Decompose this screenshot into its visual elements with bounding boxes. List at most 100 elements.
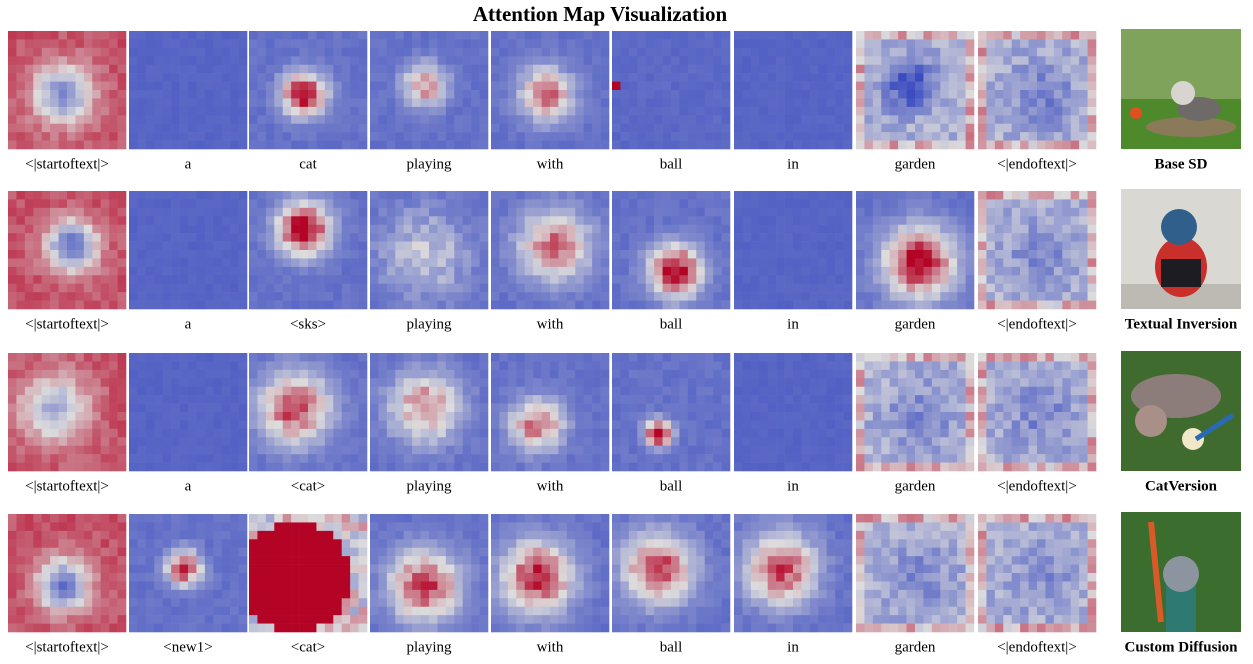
map-cell: [948, 64, 958, 74]
map-cell: [238, 283, 248, 293]
map-cell: [117, 31, 127, 40]
map-cell: [350, 250, 359, 259]
map-cell: [282, 275, 292, 285]
map-cell: [58, 428, 68, 438]
map-cell: [906, 73, 916, 82]
map-cell: [759, 258, 769, 268]
map-cell: [129, 454, 138, 463]
map-cell: [412, 395, 421, 404]
map-cell: [713, 224, 722, 234]
map-cell: [412, 224, 421, 234]
map-cell: [341, 378, 351, 388]
map-cell: [835, 403, 844, 413]
map-cell: [1003, 275, 1013, 285]
map-cell: [117, 395, 127, 404]
map-cell: [358, 106, 368, 116]
map-cell: [257, 250, 267, 259]
map-cell: [137, 462, 147, 472]
map-cell: [83, 207, 93, 217]
map-cell: [386, 191, 396, 200]
map-cell: [196, 378, 206, 388]
map-cell: [818, 47, 828, 57]
map-cell: [843, 106, 853, 116]
map-cell: [721, 437, 731, 447]
map-cell: [541, 56, 551, 66]
map-cell: [1062, 132, 1072, 141]
map-cell: [767, 258, 777, 268]
map-cell: [75, 258, 85, 268]
map-cell: [575, 275, 585, 285]
map-cell: [204, 250, 214, 259]
map-cell: [162, 123, 172, 133]
map-cell: [612, 395, 621, 404]
map-cell: [316, 73, 326, 82]
map-cell: [662, 445, 672, 455]
map-cell: [776, 39, 785, 49]
map-cell: [713, 283, 722, 293]
map-cell: [316, 64, 326, 74]
map-cell: [333, 39, 343, 49]
map-cell: [1070, 56, 1080, 66]
map-cell: [906, 81, 916, 91]
map-cell: [462, 123, 472, 133]
map-cell: [265, 369, 275, 379]
map-cell: [776, 395, 785, 404]
map-cell: [1003, 224, 1013, 234]
map-cell: [117, 207, 127, 217]
map-cell: [533, 437, 542, 447]
map-cell: [671, 199, 680, 209]
map-cell: [471, 115, 480, 125]
map-cell: [16, 353, 26, 362]
map-cell: [33, 90, 43, 99]
map-cell: [931, 199, 941, 209]
map-cell: [188, 437, 197, 447]
map-cell: [566, 361, 576, 371]
map-cell: [558, 275, 568, 285]
map-cell: [507, 378, 517, 388]
map-cell: [308, 437, 317, 447]
map-cell: [793, 454, 802, 463]
map-cell: [403, 445, 413, 455]
map-cell: [721, 412, 731, 421]
map-cell: [196, 445, 206, 455]
map-cell: [679, 216, 689, 226]
map-cell: [1053, 132, 1063, 141]
map-cell: [358, 420, 368, 430]
map-cell: [204, 233, 214, 242]
map-cell: [541, 47, 551, 57]
map-cell: [864, 90, 874, 99]
map-cell: [826, 250, 836, 259]
map-cell: [1070, 64, 1080, 74]
map-cell: [776, 140, 785, 150]
map-cell: [776, 90, 785, 99]
map-cell: [479, 403, 489, 413]
map-cell: [583, 81, 593, 91]
map-cell: [931, 90, 941, 99]
map-cell: [645, 47, 655, 57]
map-cell: [1062, 199, 1072, 209]
map-cell: [965, 216, 975, 226]
map-cell: [776, 258, 785, 268]
map-cell: [420, 132, 430, 141]
map-cell: [378, 353, 388, 362]
map-cell: [299, 386, 309, 396]
map-cell: [575, 403, 585, 413]
map-cell: [784, 250, 794, 259]
map-cell: [204, 266, 214, 276]
map-cell: [109, 56, 118, 66]
map-cell: [524, 207, 534, 217]
map-cell: [889, 39, 899, 49]
map-cell: [437, 106, 447, 116]
map-cell: [1079, 207, 1088, 217]
map-cell: [1070, 90, 1080, 99]
map-cell: [188, 395, 197, 404]
map-cell: [179, 386, 189, 396]
map-cell: [238, 300, 248, 310]
map-cell: [171, 420, 180, 430]
map-cell: [818, 73, 828, 82]
map-cell: [445, 462, 455, 472]
map-cell: [637, 395, 647, 404]
map-cell: [628, 378, 638, 388]
map-cell: [491, 369, 500, 379]
map-cell: [872, 207, 882, 217]
